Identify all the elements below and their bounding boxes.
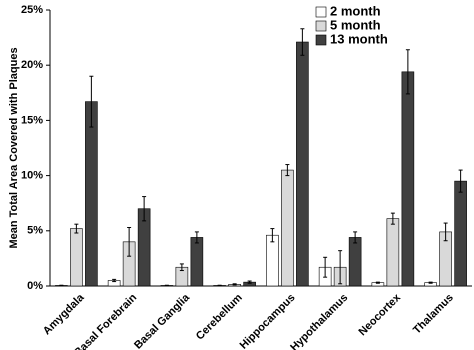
bar	[281, 169, 294, 287]
error-bar	[89, 75, 94, 128]
error-bar	[142, 196, 147, 222]
legend-swatch	[315, 20, 327, 32]
legend-swatch	[315, 6, 327, 18]
bar	[386, 218, 400, 287]
bar	[454, 180, 467, 287]
legend-label: 2 month	[330, 3, 381, 18]
x-tick-label: Hippocampus	[238, 292, 298, 350]
bar	[70, 228, 83, 287]
y-axis-label: Mean Total Area Covered with Plaques	[8, 47, 20, 248]
x-tick-label: Basal Ganglia	[132, 291, 193, 350]
legend-label: 5 month	[330, 17, 381, 32]
y-tick-label: 25%	[21, 4, 43, 16]
y-tick-label: 10%	[21, 170, 43, 182]
y-tick-label: 15%	[21, 114, 43, 126]
error-bar	[247, 280, 252, 284]
error-bar	[375, 281, 380, 284]
error-bar	[458, 169, 463, 193]
error-bar	[300, 28, 305, 56]
error-bar	[353, 231, 358, 244]
error-bar	[232, 283, 237, 286]
error-bar	[390, 212, 395, 225]
x-tick-label: Neocortex	[357, 291, 404, 338]
error-bar	[443, 222, 448, 242]
x-tick-label: Amygdala	[41, 291, 87, 337]
error-bar	[194, 231, 199, 244]
error-bar	[405, 49, 410, 95]
error-bar	[323, 256, 328, 278]
error-bar	[127, 226, 132, 257]
bar	[266, 234, 279, 287]
error-bar	[270, 228, 275, 243]
bar	[348, 237, 362, 287]
bar	[296, 41, 309, 287]
x-tick-label: Cerebellum	[194, 292, 245, 343]
error-bar	[112, 278, 117, 283]
bar	[401, 71, 415, 287]
error-bar	[428, 281, 433, 284]
x-tick-label: Thalamus	[411, 292, 456, 337]
bar	[85, 101, 98, 287]
y-tick-label: 5%	[27, 225, 43, 237]
error-bar	[74, 223, 79, 234]
error-bar	[338, 250, 343, 285]
legend-swatch	[315, 34, 327, 46]
error-bar	[285, 164, 290, 177]
bar	[190, 237, 204, 287]
y-tick-label: 0%	[27, 280, 43, 292]
legend-label: 13 month	[330, 31, 388, 46]
error-bar	[179, 263, 184, 272]
y-tick-label: 20%	[21, 59, 43, 71]
x-tick-label: Hypothalamus	[288, 292, 350, 350]
